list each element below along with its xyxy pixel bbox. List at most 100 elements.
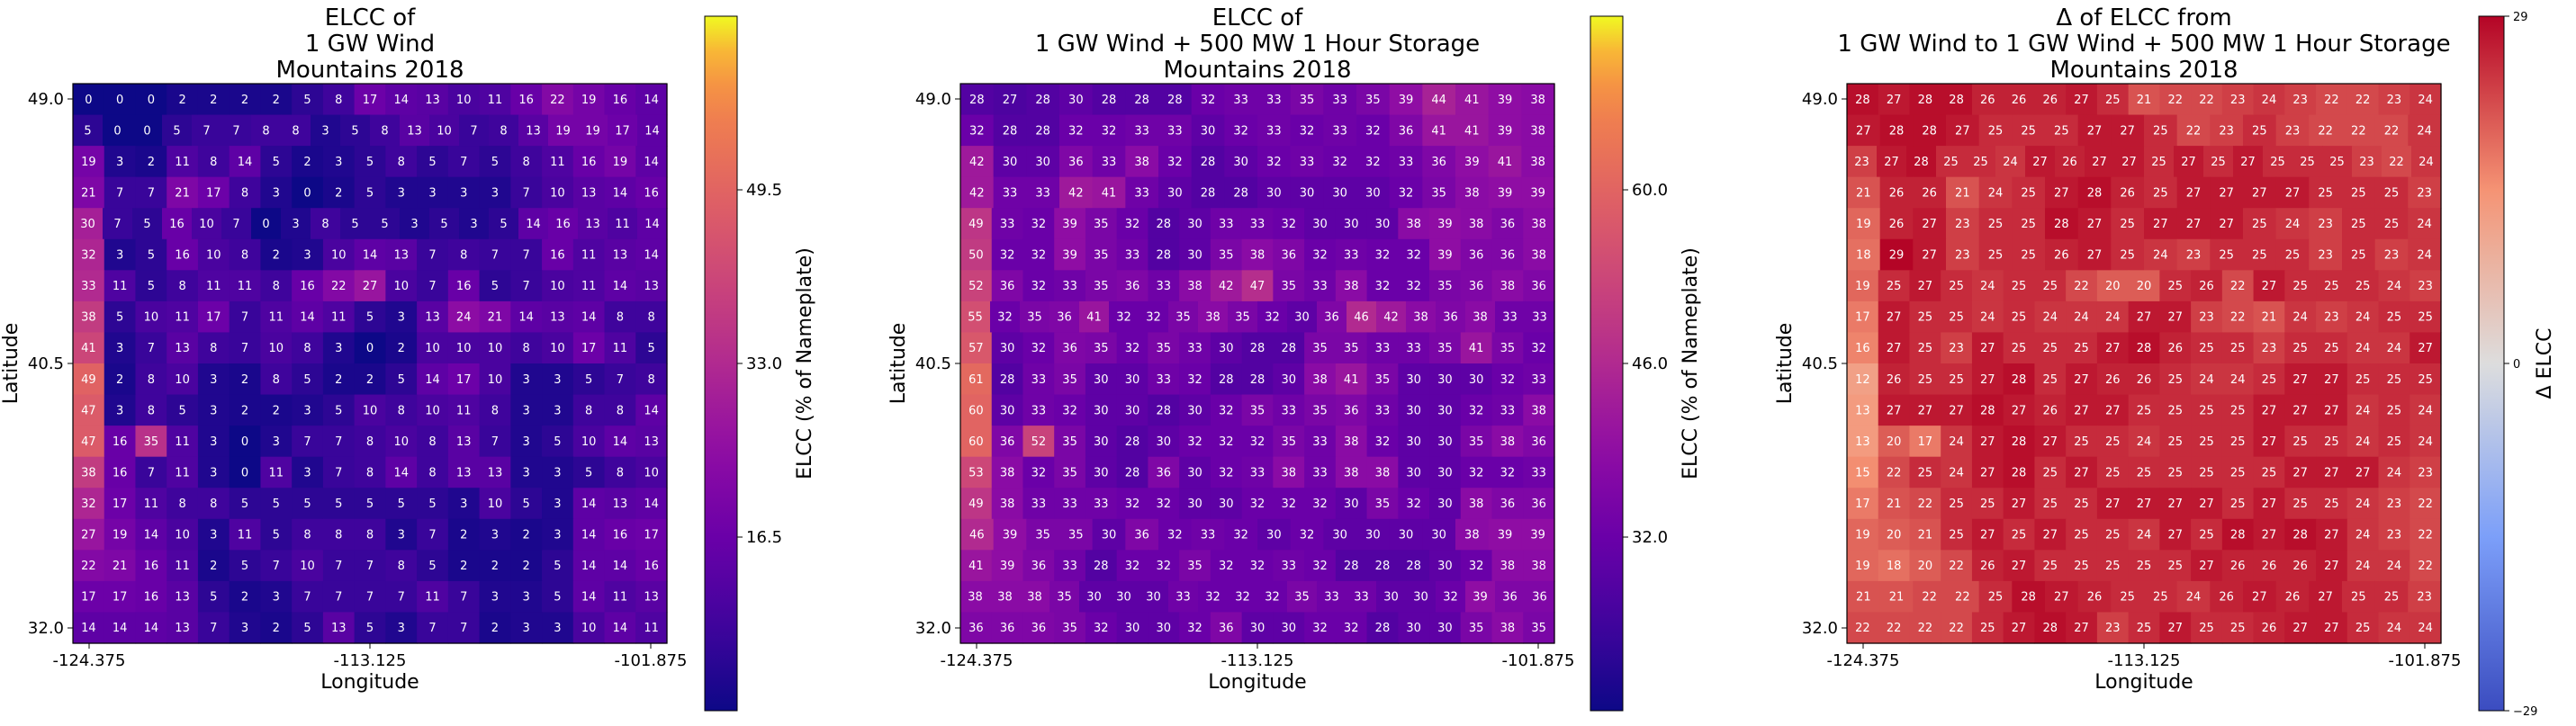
heatmap-cell xyxy=(2045,114,2079,147)
heatmap-cell xyxy=(1406,300,1437,334)
heatmap-cell xyxy=(1909,426,1941,458)
cell-value-label: 30 xyxy=(1312,218,1328,231)
heatmap-cell xyxy=(2346,300,2380,334)
heatmap-cell xyxy=(1366,363,1399,396)
cell-value-label: 26 xyxy=(2230,560,2246,573)
heatmap-cell xyxy=(1909,84,1941,116)
cell-value-label: 8 xyxy=(428,435,436,449)
heatmap-cell xyxy=(1878,426,1911,458)
heatmap-cell xyxy=(1946,580,1980,614)
cell-value-label: 7 xyxy=(303,435,311,449)
heatmap-cell xyxy=(1460,363,1493,396)
heatmap-cell xyxy=(135,580,167,614)
cell-value-label: 25 xyxy=(1949,280,1964,293)
heatmap-cell xyxy=(292,238,324,271)
heatmap-cell xyxy=(2378,270,2410,302)
heatmap-cell xyxy=(167,426,199,458)
heatmap-cell xyxy=(1116,238,1149,271)
cell-value-label: 21 xyxy=(1955,186,1970,200)
heatmap-cell xyxy=(2096,612,2130,644)
cell-value-label: 7 xyxy=(617,373,624,387)
heatmap-cell xyxy=(1191,114,1225,147)
heatmap-cell xyxy=(197,270,230,302)
heatmap-cell xyxy=(479,550,511,582)
heatmap-cell xyxy=(322,238,356,271)
heatmap-cell xyxy=(197,456,230,488)
heatmap-cell xyxy=(1455,146,1490,178)
cell-value-label: 35 xyxy=(1094,342,1109,355)
cell-value-label: 13 xyxy=(175,622,190,635)
cell-value-label: 28 xyxy=(2021,591,2036,605)
cell-value-label: 5 xyxy=(500,218,507,231)
cell-value-label: 33 xyxy=(1354,591,1369,605)
heatmap-cell xyxy=(1978,208,2013,240)
heatmap-cell xyxy=(991,363,1024,396)
cell-value-label: 10 xyxy=(206,249,221,263)
cell-value-label: 39 xyxy=(1003,529,1018,542)
heatmap-cell xyxy=(1335,363,1368,396)
heatmap-cell xyxy=(2316,518,2348,551)
cell-value-label: 30 xyxy=(1332,529,1347,542)
heatmap-cell xyxy=(322,518,356,551)
heatmap-cell xyxy=(542,270,574,302)
cell-value-label: 2 xyxy=(273,622,280,635)
cell-value-label: 3 xyxy=(554,466,561,480)
heatmap-cell xyxy=(1022,394,1055,426)
heatmap-cell xyxy=(197,363,230,396)
heatmap-cell xyxy=(479,238,511,271)
heatmap-cell xyxy=(2210,114,2244,147)
heatmap-cell xyxy=(2253,270,2285,302)
heatmap-cell xyxy=(197,238,230,271)
cell-value-label: 10 xyxy=(425,342,440,355)
cell-value-label: 35 xyxy=(1062,622,1077,635)
cell-value-label: 35 xyxy=(1057,591,1072,605)
heatmap-cell xyxy=(104,146,137,178)
cell-value-label: 26 xyxy=(1887,373,1902,387)
heatmap-cell xyxy=(251,114,282,147)
cell-value-label: 18 xyxy=(1887,560,1902,573)
heatmap-cell xyxy=(1085,394,1118,426)
cell-value-label: 25 xyxy=(2054,124,2069,138)
heatmap-cell xyxy=(229,488,262,520)
heatmap-cell xyxy=(1971,270,2004,302)
cell-value-label: 32 xyxy=(1187,373,1202,387)
cell-value-label: 30 xyxy=(1365,529,1381,542)
cell-value-label: 25 xyxy=(2167,560,2183,573)
heatmap-cell xyxy=(1085,238,1118,271)
heatmap-cell xyxy=(2322,146,2353,178)
heatmap-cell xyxy=(479,426,511,458)
heatmap-cell xyxy=(2374,176,2409,209)
chart-title-line-2: 1 GW Wind + 500 MW 1 Hour Storage xyxy=(1035,31,1480,58)
cell-value-label: 60 xyxy=(968,435,984,449)
heatmap-cell xyxy=(1241,456,1274,488)
heatmap-cell xyxy=(2275,580,2310,614)
cell-value-label: 23 xyxy=(2417,591,2432,605)
heatmap-cell xyxy=(2409,332,2442,364)
cell-value-label: 13 xyxy=(1855,404,1870,417)
heatmap-cell xyxy=(2066,363,2098,396)
heatmap-cell xyxy=(1148,363,1180,396)
heatmap-cell xyxy=(1946,238,1980,271)
cell-value-label: 14 xyxy=(613,435,628,449)
heatmap-cell xyxy=(1179,270,1211,302)
cell-value-label: 23 xyxy=(2199,311,2214,325)
heatmap-cell xyxy=(1936,146,1967,178)
cell-value-label: 25 xyxy=(2074,560,2089,573)
cell-value-label: 32 xyxy=(1406,497,1421,511)
heatmap-cell xyxy=(1287,580,1318,614)
heatmap-cell xyxy=(1460,332,1493,364)
heatmap-cell xyxy=(1488,176,1522,209)
cell-value-label: 36 xyxy=(1531,280,1546,293)
heatmap-cell xyxy=(2411,146,2442,178)
heatmap-cell xyxy=(1304,488,1337,520)
cell-value-label: 36 xyxy=(1531,435,1546,449)
y-tick-label: 32.0 xyxy=(28,619,64,638)
cell-value-label: 25 xyxy=(2074,342,2089,355)
heatmap-cell xyxy=(604,363,636,396)
heatmap-cell xyxy=(604,580,636,614)
heatmap-cell xyxy=(1879,208,1914,240)
heatmap-cell xyxy=(1941,84,1973,116)
cell-value-label: 5 xyxy=(273,497,280,511)
heatmap-cell xyxy=(73,146,105,178)
cell-value-label: 27 xyxy=(2240,156,2256,169)
